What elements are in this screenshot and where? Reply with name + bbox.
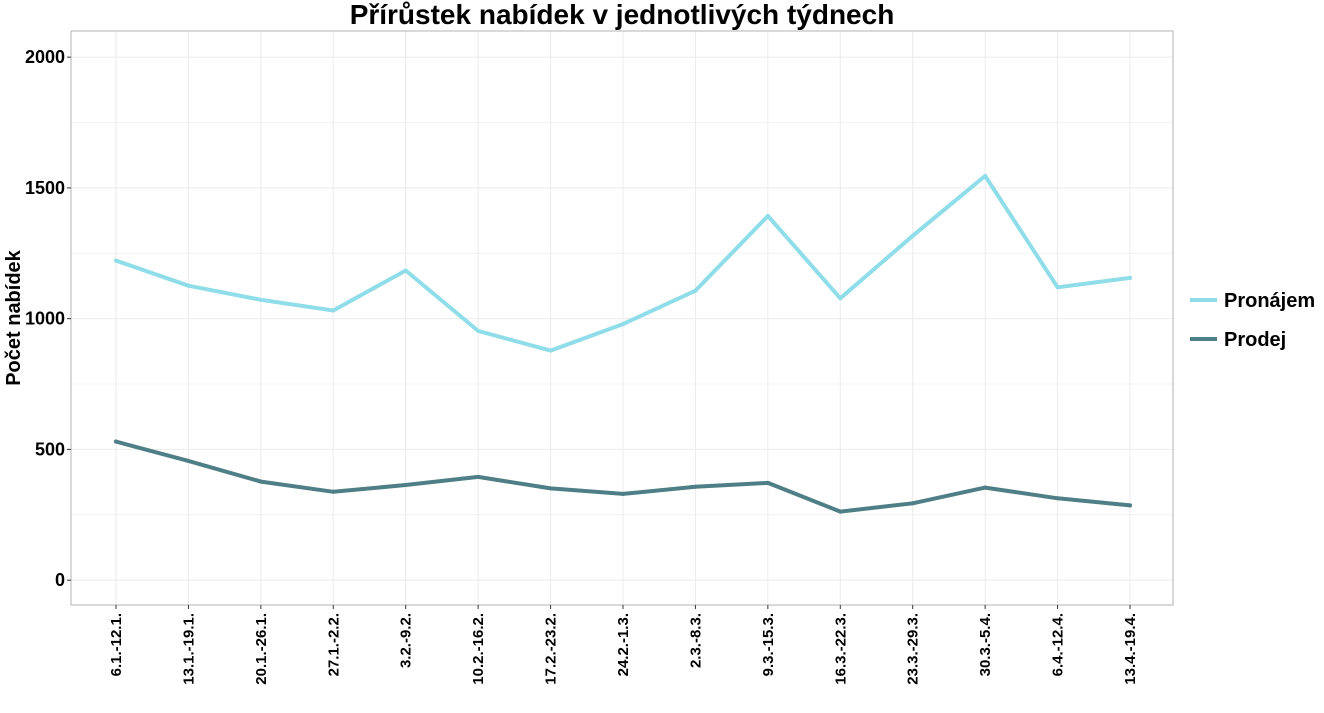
x-tick-label: 13.1.-19.1. xyxy=(180,613,197,685)
legend-label: Pronájem xyxy=(1224,290,1315,312)
data-point xyxy=(621,322,625,327)
data-point xyxy=(1128,275,1132,280)
data-point xyxy=(548,348,553,353)
data-point xyxy=(403,482,408,487)
y-axis-label: Počet nabídek xyxy=(3,249,25,385)
data-point xyxy=(693,288,698,293)
data-point xyxy=(621,491,625,496)
x-tick-label: 30.3.-5.4. xyxy=(977,613,994,676)
data-point xyxy=(1055,496,1060,501)
grid xyxy=(71,31,1173,605)
plot-panel xyxy=(70,30,1174,606)
data-point xyxy=(258,297,263,302)
x-tick-label: 3.2.-9.2. xyxy=(398,613,415,668)
x-tick-label: 9.3.-15.3. xyxy=(760,613,777,676)
data-point xyxy=(765,480,770,485)
data-point xyxy=(838,296,843,301)
data-point xyxy=(258,479,263,484)
y-tick-label: 500 xyxy=(35,439,65,459)
x-tick-label: 6.4.-12.4. xyxy=(1050,613,1067,676)
data-point xyxy=(1055,285,1060,290)
data-point xyxy=(331,308,336,313)
x-tick-label: 13.4.-19.4. xyxy=(1122,613,1139,685)
data-point xyxy=(331,489,336,494)
data-point xyxy=(910,233,915,238)
data-point xyxy=(114,439,118,444)
legend: Pronájem Prodej xyxy=(1190,290,1315,351)
data-point xyxy=(548,486,553,491)
y-tick-label: 1500 xyxy=(25,178,65,198)
x-tick-label: 2.3.-8.3. xyxy=(687,613,704,668)
data-point xyxy=(1128,503,1132,508)
data-point xyxy=(114,258,118,263)
x-tick-label: 24.2.-1.3. xyxy=(615,613,632,676)
x-tick-label: 16.3.-22.3. xyxy=(832,613,849,685)
chart-title: Přírůstek nabídek v jednotlivých týdnech xyxy=(350,0,895,30)
data-point xyxy=(186,283,191,288)
x-tick-label: 23.3.-29.3. xyxy=(905,613,922,685)
data-point xyxy=(476,474,481,479)
x-tick-label: 17.2.-23.2. xyxy=(543,613,560,685)
x-tick-label: 6.1.-12.1. xyxy=(108,613,125,676)
x-tick-label: 10.2.-16.2. xyxy=(470,613,487,685)
data-point xyxy=(476,328,481,333)
data-point xyxy=(186,458,191,463)
data-point xyxy=(983,485,988,490)
y-tick-label: 0 xyxy=(55,570,65,590)
data-point xyxy=(838,509,843,514)
data-point xyxy=(910,501,915,506)
data-point xyxy=(983,173,988,178)
data-point xyxy=(403,268,408,273)
axes: 0 500 1000 1500 2000 6.1.-12.1. 13.1.-19.1. 20.… xyxy=(25,47,1139,685)
data-point xyxy=(693,484,698,489)
series-lines xyxy=(114,173,1132,514)
y-tick-label: 2000 xyxy=(25,47,65,67)
data-point xyxy=(765,213,770,218)
legend-label: Prodej xyxy=(1224,329,1286,351)
x-tick-label: 20.1.-26.1. xyxy=(253,613,270,685)
y-tick-label: 1000 xyxy=(25,309,65,329)
x-tick-label: 27.1.-2.2. xyxy=(325,613,342,676)
